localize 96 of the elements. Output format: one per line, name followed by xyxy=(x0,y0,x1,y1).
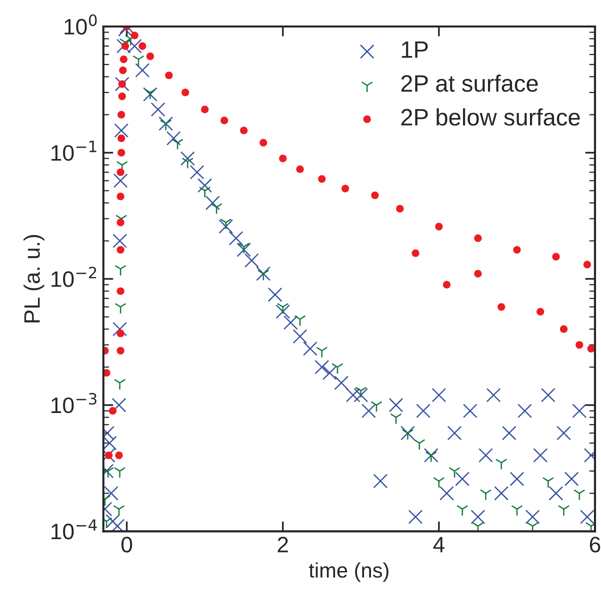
x-tick-label: 2 xyxy=(278,536,288,552)
point xyxy=(132,55,144,66)
point xyxy=(260,138,268,147)
point xyxy=(472,522,484,532)
point xyxy=(182,158,194,169)
point xyxy=(573,489,586,501)
point xyxy=(201,106,209,114)
point xyxy=(119,66,127,74)
point xyxy=(558,505,570,516)
point xyxy=(316,346,328,358)
point xyxy=(276,302,289,314)
point xyxy=(146,52,154,60)
y-tick-label: 10$^{−1}$ xyxy=(52,140,96,161)
point xyxy=(198,186,211,198)
point xyxy=(448,467,460,478)
point xyxy=(474,234,482,242)
point xyxy=(113,505,125,516)
point xyxy=(138,42,146,50)
point xyxy=(583,260,591,268)
point xyxy=(495,458,508,470)
point xyxy=(354,386,367,398)
point xyxy=(114,378,126,390)
point xyxy=(116,168,124,176)
point xyxy=(498,303,506,311)
point xyxy=(396,204,404,212)
point xyxy=(370,401,382,412)
point xyxy=(542,477,554,488)
point xyxy=(414,439,426,450)
point xyxy=(182,88,190,96)
point xyxy=(114,467,126,478)
x-tick-label: 6 xyxy=(590,536,600,552)
point xyxy=(114,302,126,314)
x-tick-label: 0 xyxy=(121,536,132,552)
point xyxy=(536,308,544,316)
point xyxy=(511,505,523,516)
point xyxy=(103,467,114,478)
point xyxy=(220,218,232,230)
point xyxy=(240,126,248,134)
point xyxy=(105,452,113,460)
point xyxy=(279,154,287,162)
point xyxy=(120,55,128,64)
point xyxy=(116,246,124,254)
point xyxy=(172,138,184,150)
point xyxy=(435,222,443,230)
point xyxy=(341,184,350,192)
point xyxy=(332,363,344,374)
y-tick-label: 10$^{0}$ xyxy=(64,14,97,35)
point xyxy=(118,134,126,142)
point xyxy=(210,203,222,214)
point xyxy=(118,92,126,100)
point xyxy=(576,341,584,349)
point xyxy=(402,429,414,440)
x-tick-label: 4 xyxy=(433,536,444,552)
point xyxy=(116,346,124,354)
point xyxy=(238,242,250,254)
point xyxy=(116,192,124,200)
legend-label: 2P at surface xyxy=(401,74,538,92)
point xyxy=(257,270,270,281)
point xyxy=(108,407,117,415)
point xyxy=(442,280,451,288)
point xyxy=(371,191,379,200)
point xyxy=(412,249,420,257)
point xyxy=(296,165,304,174)
point xyxy=(116,330,124,338)
point xyxy=(121,42,130,50)
point xyxy=(118,80,126,88)
point xyxy=(114,264,126,276)
point xyxy=(116,218,124,226)
point xyxy=(513,246,521,254)
x-axis-title: time (ns) xyxy=(308,562,388,582)
point xyxy=(433,477,445,488)
legend-label: 2P below surface xyxy=(401,108,580,126)
point xyxy=(318,175,326,183)
point xyxy=(474,270,482,278)
point xyxy=(425,451,438,463)
point xyxy=(456,505,468,516)
point xyxy=(560,325,568,333)
point xyxy=(220,116,228,124)
point xyxy=(294,315,306,326)
y-tick-label: 10$^{−3}$ xyxy=(52,392,96,414)
point xyxy=(118,148,126,156)
legend-label: 1P xyxy=(402,42,428,58)
y-axis-title: PL (a. u.) xyxy=(24,234,44,322)
point xyxy=(587,344,595,352)
point xyxy=(160,120,172,131)
y-tick-label: 10$^{−4}$ xyxy=(52,519,97,540)
y-tick-label: 10$^{−2}$ xyxy=(52,266,96,287)
point xyxy=(116,287,124,295)
point xyxy=(526,522,538,532)
point xyxy=(165,72,173,80)
point xyxy=(390,413,402,425)
point xyxy=(118,110,126,119)
point xyxy=(115,452,123,460)
point xyxy=(130,32,138,40)
point xyxy=(552,252,560,260)
point xyxy=(480,489,492,501)
